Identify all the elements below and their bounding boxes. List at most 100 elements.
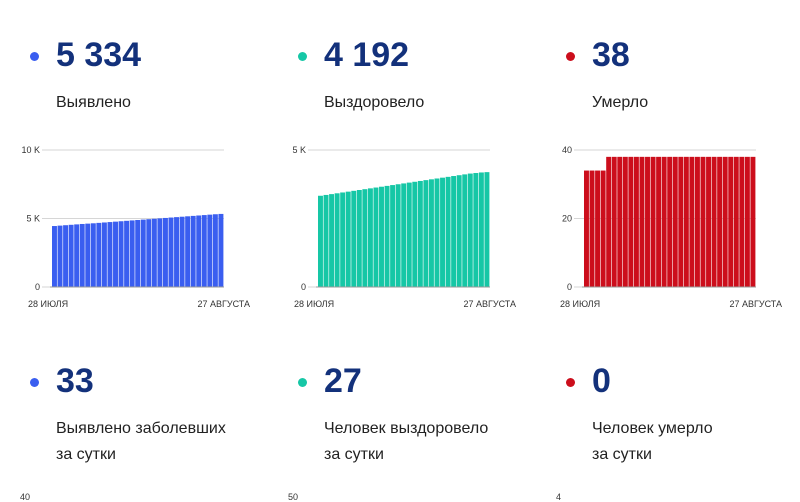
stat-value: 38 [592, 36, 630, 74]
bar [334, 193, 340, 287]
bar [628, 156, 634, 287]
bar [390, 185, 396, 287]
bar [124, 220, 130, 287]
bar [706, 156, 712, 287]
bar [135, 220, 141, 287]
bar [440, 177, 446, 287]
bar [373, 187, 379, 287]
stat-label-line1: Человек выздоровело [324, 420, 489, 437]
bar [739, 156, 745, 287]
bar [462, 174, 468, 287]
bar [667, 156, 673, 287]
bar [484, 172, 490, 287]
bar [606, 156, 612, 287]
bar [318, 195, 323, 287]
bar [733, 156, 739, 287]
bar [179, 216, 185, 287]
y-tick-label: 0 [301, 282, 306, 292]
bar [362, 189, 368, 287]
chart-detected: 0 5 K 10 K 28 ИЮЛЯ 27 АВГУСТА [21, 145, 250, 309]
stat-label: Умерло [592, 94, 649, 111]
bar [351, 190, 357, 287]
bar [672, 156, 678, 287]
bar [329, 194, 335, 287]
next-chart-tick: 4 [556, 492, 562, 502]
bar [212, 214, 218, 287]
stat-label-line1: Выявлено заболевших [56, 420, 226, 437]
bar [52, 226, 57, 287]
bar [79, 223, 85, 287]
blue-dot-icon [30, 52, 39, 61]
bar [146, 219, 152, 287]
y-tick-label: 10 K [21, 145, 40, 155]
bar [633, 156, 639, 287]
bar [445, 176, 451, 287]
bar [645, 156, 650, 287]
stat-label: Выздоровело [324, 94, 425, 111]
bar [700, 156, 706, 287]
bar [101, 222, 107, 287]
bar [650, 156, 656, 287]
bar [118, 221, 124, 287]
bar [656, 156, 662, 287]
bar [711, 156, 717, 287]
bar [744, 156, 750, 287]
x-start-label: 28 ИЮЛЯ [28, 299, 68, 309]
bar [401, 183, 407, 287]
bar [85, 223, 91, 287]
x-end-label: 27 АВГУСТА [197, 299, 250, 309]
y-tick-label: 40 [562, 145, 572, 155]
bar [694, 156, 700, 287]
bar [57, 225, 63, 287]
bar [345, 191, 351, 287]
bar [90, 223, 96, 287]
x-start-label: 28 ИЮЛЯ [294, 299, 334, 309]
bar [473, 173, 479, 287]
bar [140, 219, 146, 287]
x-end-label: 27 АВГУСТА [729, 299, 782, 309]
bar [157, 218, 163, 287]
bar [68, 224, 74, 287]
stat-value: 0 [592, 362, 611, 400]
next-chart-tick: 50 [288, 492, 299, 502]
bar [174, 217, 180, 287]
bar [185, 216, 191, 287]
stat-value: 33 [56, 362, 94, 400]
stat-label-line2: за сутки [592, 446, 652, 463]
stat-value: 27 [324, 362, 362, 400]
bar [218, 213, 224, 287]
bar [196, 215, 202, 287]
y-tick-label: 5 K [292, 145, 306, 155]
bar [384, 185, 390, 287]
bar [689, 156, 695, 287]
y-tick-label: 0 [35, 282, 40, 292]
y-tick-label: 5 K [26, 214, 40, 224]
stat-value: 4 192 [324, 36, 410, 74]
stat-label-line2: за сутки [324, 446, 384, 463]
bar [467, 173, 473, 287]
bar [683, 156, 689, 287]
bar [113, 221, 118, 287]
red-dot-icon [566, 52, 575, 61]
bar [323, 194, 329, 287]
bar [406, 182, 412, 287]
bar [96, 222, 102, 287]
x-start-label: 28 ИЮЛЯ [560, 299, 600, 309]
bar [151, 218, 157, 287]
bar [728, 156, 734, 287]
bar [717, 156, 723, 287]
stat-label-line1: Человек умерло [592, 420, 713, 437]
stat-value: 5 334 [56, 36, 142, 74]
stat-label: Выявлено [56, 94, 131, 111]
green-dot-icon [298, 52, 307, 61]
bar [722, 156, 728, 287]
y-tick-label: 20 [562, 214, 572, 224]
bar [367, 188, 373, 287]
bar [74, 224, 80, 287]
bar [190, 215, 196, 287]
red-dot-icon [566, 378, 575, 387]
chart-recovered: 0 5 K 28 ИЮЛЯ 27 АВГУСТА [292, 145, 516, 309]
bar [428, 179, 434, 287]
bar [611, 156, 617, 287]
bar [379, 186, 384, 287]
